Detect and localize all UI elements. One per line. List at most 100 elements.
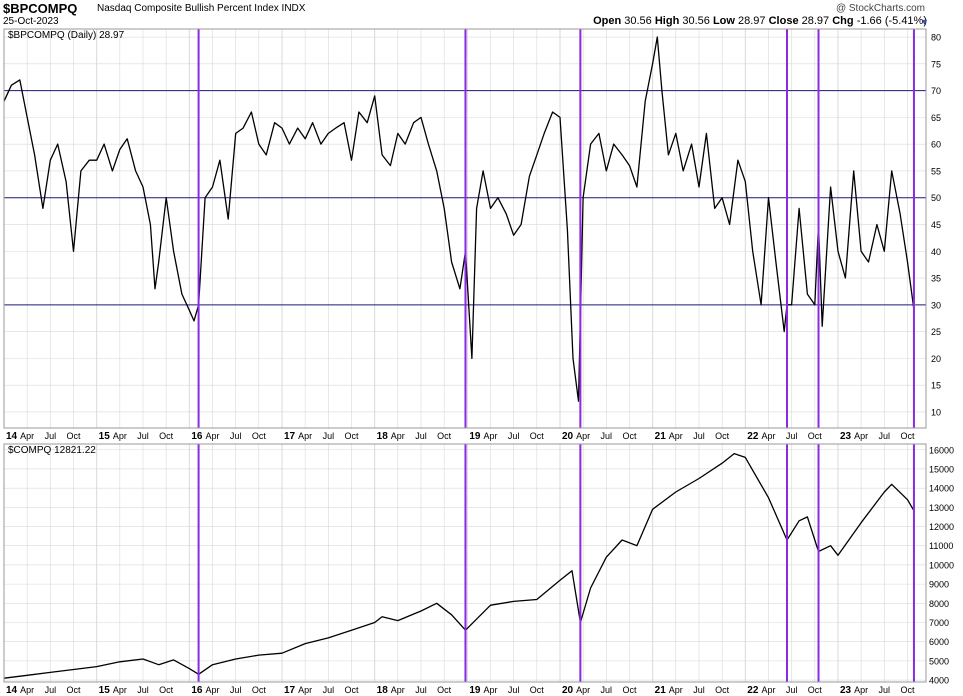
x-tick-label: Oct [808, 431, 823, 441]
dropdown-arrow-icon[interactable]: ▼ [920, 17, 929, 27]
x-tick-label: Oct [252, 431, 267, 441]
compq-series-line [3, 452, 915, 679]
x-tick-label: Jul [230, 685, 242, 695]
y-tick-label: 80 [931, 33, 941, 43]
x-tick-label: Apr [483, 431, 497, 441]
x-tick-label: Apr [669, 431, 683, 441]
x-tick-label: Oct [159, 685, 174, 695]
exchange-text: INDX [281, 3, 306, 14]
x-tick-label: 20 [562, 431, 574, 442]
x-tick-label: 17 [284, 431, 296, 442]
y-tick-label: 11000 [929, 541, 953, 551]
x-tick-label: Jul [415, 685, 427, 695]
x-tick-label: 18 [377, 685, 389, 696]
x-tick-label: Oct [159, 431, 174, 441]
y-tick-label: 14000 [929, 484, 954, 494]
x-tick-label: Oct [530, 431, 545, 441]
y-tick-label: 5000 [929, 656, 949, 666]
chg-value: -1.66 (-5.41%) [856, 15, 927, 27]
y-tick-label: 40 [931, 247, 941, 257]
x-tick-label: Oct [530, 685, 545, 695]
price-lines-layer [3, 36, 915, 679]
panel-frames-layer [3, 28, 927, 683]
y-tick-label: 70 [931, 86, 941, 96]
x-tick-label: 21 [655, 431, 667, 442]
bottom-panel-legend: $COMPQ 12821.22 [8, 445, 96, 456]
ohlc-readout: Open 30.56 High 30.56 Low 28.97 Close 28… [593, 15, 927, 27]
y-tick-label: 10 [931, 407, 941, 417]
x-tick-label: Jul [879, 685, 891, 695]
close-value: 28.97 [801, 15, 830, 27]
x-tick-label: 17 [284, 685, 296, 696]
x-tick-label: 22 [747, 431, 759, 442]
x-tick-label: Oct [66, 685, 81, 695]
y-tick-label: 45 [931, 220, 941, 230]
x-tick-label: Jul [323, 431, 335, 441]
x-tick-label: 19 [469, 685, 481, 696]
x-tick-label: 18 [377, 431, 389, 442]
x-tick-label: Jul [45, 431, 57, 441]
low-label: Low [712, 15, 735, 27]
x-tick-label: Apr [669, 685, 683, 695]
y-tick-label: 50 [931, 193, 941, 203]
x-tick-label: Apr [761, 431, 775, 441]
x-tick-label: Jul [693, 431, 705, 441]
y-tick-label: 35 [931, 274, 941, 284]
open-label: Open [593, 15, 622, 27]
x-tick-label: 19 [469, 431, 481, 442]
y-tick-label: 60 [931, 140, 941, 150]
x-tick-label: Apr [576, 685, 590, 695]
x-tick-label: Oct [715, 431, 730, 441]
panel-frame [3, 443, 927, 683]
x-tick-label: Apr [576, 431, 590, 441]
x-tick-label: Oct [344, 431, 359, 441]
open-value: 30.56 [624, 15, 652, 27]
x-tick-label: Apr [20, 685, 34, 695]
x-tick-label: 16 [191, 431, 203, 442]
y-tick-label: 6000 [929, 637, 949, 647]
close-label: Close [768, 15, 799, 27]
x-tick-label: Jul [137, 431, 149, 441]
x-tick-label: Jul [415, 431, 427, 441]
y-tick-label: 25 [931, 327, 941, 337]
x-tick-label: Jul [601, 685, 613, 695]
x-tick-label: Jul [879, 431, 891, 441]
x-tick-label: Oct [622, 685, 637, 695]
y-tick-label: 20 [931, 354, 941, 364]
low-value: 28.97 [738, 15, 766, 27]
x-tick-label: Jul [323, 685, 335, 695]
x-tick-label: Apr [298, 431, 312, 441]
vertical-markers-layer [197, 29, 915, 682]
chart-description: Nasdaq Composite Bullish Percent Index I… [97, 3, 305, 14]
chart-date: 25-Oct-2023 [3, 16, 59, 27]
x-tick-label: Jul [693, 685, 705, 695]
y-tick-label: 9000 [929, 580, 949, 590]
x-tick-label: Apr [854, 431, 868, 441]
x-tick-label: Oct [344, 685, 359, 695]
x-tick-label: Oct [808, 685, 823, 695]
x-tick-label: Apr [298, 685, 312, 695]
y-tick-label: 12000 [929, 522, 954, 532]
x-tick-label: Oct [622, 431, 637, 441]
y-tick-label: 15 [931, 381, 941, 391]
bpcompq-series-line [3, 36, 915, 402]
x-tick-label: Apr [391, 431, 405, 441]
x-tick-label: Jul [786, 431, 798, 441]
x-tick-label: Apr [483, 685, 497, 695]
x-tick-label: 16 [191, 685, 203, 696]
panel-frame [3, 28, 927, 429]
x-tick-label: Jul [508, 685, 520, 695]
high-label: High [654, 15, 680, 27]
chart-symbol: $BPCOMPQ [3, 1, 78, 16]
y-tick-label: 4000 [929, 676, 949, 686]
x-tick-label: Jul [601, 431, 613, 441]
stockcharts-watermark: @ StockCharts.com [835, 3, 925, 14]
y-tick-label: 75 [931, 59, 941, 69]
y-tick-label: 65 [931, 113, 941, 123]
y-tick-label: 10000 [929, 560, 954, 570]
x-tick-label: Jul [137, 685, 149, 695]
x-tick-label: Apr [113, 431, 127, 441]
y-tick-label: 55 [931, 166, 941, 176]
x-tick-label: 23 [840, 685, 852, 696]
x-tick-label: Jul [508, 431, 520, 441]
